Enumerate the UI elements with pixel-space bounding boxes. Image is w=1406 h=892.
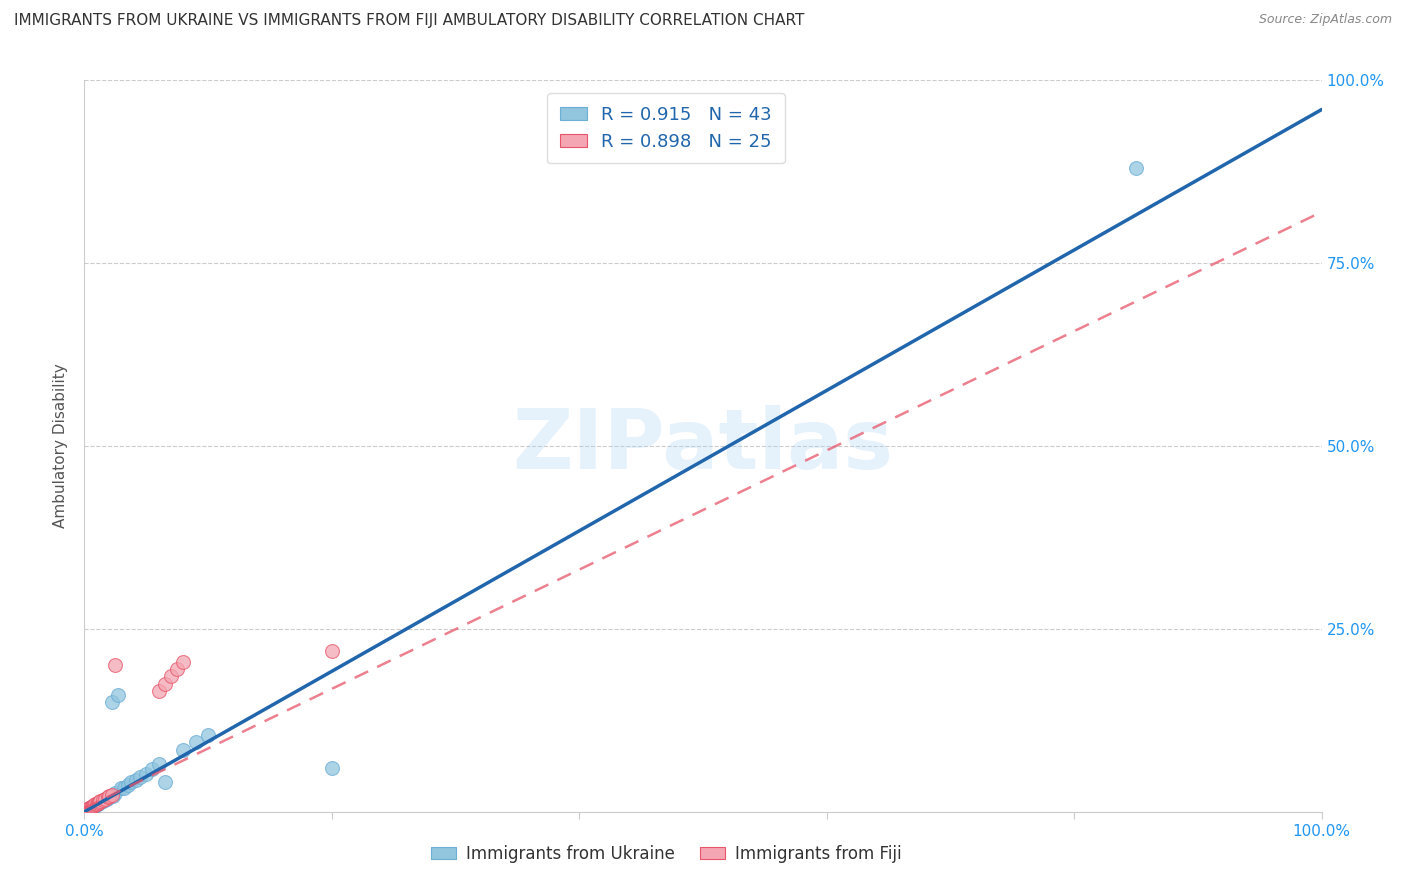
Point (89, 795, 111, 809)
Point (76, 803, 98, 817)
Point (104, 787, 127, 801)
Point (153, 775, 176, 789)
Text: Source: ZipAtlas.com: Source: ZipAtlas.com (1258, 13, 1392, 27)
Point (87, 796, 110, 810)
Point (112, 780, 135, 795)
Point (172, 742, 194, 756)
Point (84, 798, 107, 813)
Point (80, 799, 103, 814)
Point (79, 801, 101, 815)
Point (98, 790, 121, 805)
Point (100, 788, 122, 802)
Point (82, 798, 104, 813)
Point (93, 793, 115, 807)
Point (75, 803, 97, 817)
Point (83, 798, 105, 813)
Point (184, 735, 207, 749)
Point (148, 757, 170, 772)
Point (83, 799, 105, 814)
Point (94, 791, 117, 805)
Point (107, 688, 129, 702)
Point (153, 676, 176, 690)
Point (1125, 161, 1147, 175)
Point (129, 770, 152, 784)
Point (172, 655, 194, 669)
Point (80, 801, 103, 815)
Point (166, 662, 188, 676)
Point (160, 669, 183, 683)
Point (77, 802, 100, 816)
Point (321, 761, 343, 775)
Point (148, 684, 170, 698)
Point (197, 728, 219, 742)
Point (75, 803, 97, 817)
Point (96, 791, 118, 805)
Point (80, 799, 103, 814)
Point (84, 797, 107, 812)
Point (101, 789, 124, 803)
Point (98, 789, 121, 804)
Point (79, 800, 101, 814)
Point (79, 803, 101, 817)
Point (91, 794, 114, 808)
Point (86, 797, 108, 811)
Point (83, 798, 105, 813)
Point (90, 795, 112, 809)
Point (125, 772, 148, 787)
Point (321, 644, 343, 658)
Point (135, 766, 157, 780)
Point (77, 802, 100, 816)
Point (117, 778, 139, 792)
Point (141, 762, 163, 776)
Point (89, 795, 111, 809)
Point (86, 797, 108, 811)
Point (79, 801, 101, 815)
Point (89, 795, 111, 809)
Point (120, 775, 142, 789)
Point (82, 798, 104, 813)
Point (94, 792, 117, 806)
Point (76, 803, 98, 817)
Point (79, 800, 101, 814)
Text: IMMIGRANTS FROM UKRAINE VS IMMIGRANTS FROM FIJI AMBULATORY DISABILITY CORRELATIO: IMMIGRANTS FROM UKRAINE VS IMMIGRANTS FR… (14, 13, 804, 29)
Point (97, 790, 120, 805)
Point (104, 658, 127, 673)
Point (100, 695, 122, 709)
Point (110, 781, 132, 796)
Point (89, 796, 111, 810)
Legend: Immigrants from Ukraine, Immigrants from Fiji: Immigrants from Ukraine, Immigrants from… (425, 838, 908, 869)
Point (86, 797, 108, 812)
Text: ZIPatlas: ZIPatlas (513, 406, 893, 486)
Y-axis label: Ambulatory Disability: Ambulatory Disability (53, 364, 69, 528)
Point (87, 797, 110, 812)
Point (82, 800, 104, 814)
Point (91, 793, 114, 807)
